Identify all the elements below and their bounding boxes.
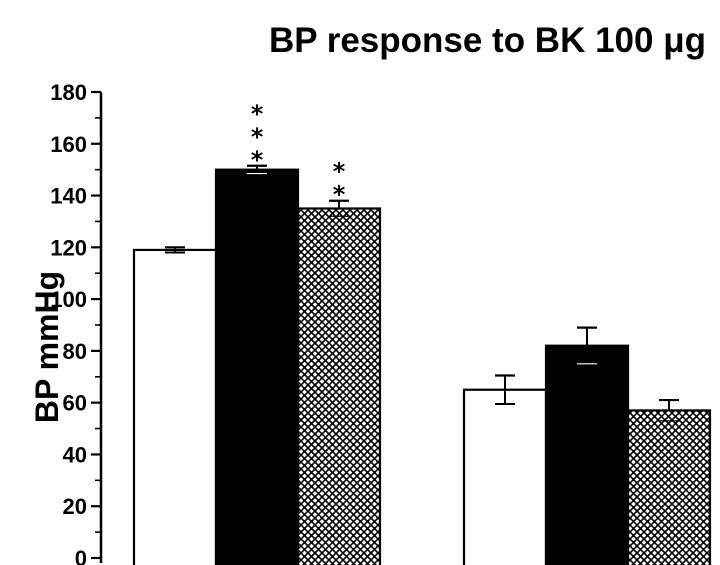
significance-star: * [251, 146, 264, 174]
y-tick-label: 180 [50, 80, 87, 105]
bar-series2-group2 [544, 344, 630, 565]
y-tick-label: 80 [63, 339, 87, 364]
bar-series3-group1 [296, 207, 382, 565]
y-axis-label: BP mmHg [29, 271, 65, 423]
y-tick-label: 160 [50, 132, 87, 157]
y-tick-label: 100 [50, 287, 87, 312]
y-tick-label: 0 [75, 546, 87, 565]
y-tick-label: 60 [63, 391, 87, 416]
y-tick-label: 120 [50, 235, 87, 260]
significance-star: * [333, 181, 346, 209]
y-axis-ticks: 0 20 40 60 80 100 120 140 160 180 [50, 80, 101, 565]
bar-series1-group1 [132, 248, 218, 565]
bars: *** ** [132, 100, 712, 565]
bar-series3-group2 [626, 409, 712, 565]
significance-star: * [251, 100, 264, 128]
significance-star: * [251, 123, 264, 151]
y-tick-label: 140 [50, 184, 87, 209]
y-tick-label: 40 [63, 442, 87, 467]
chart-title: BP response to BK 100 μg [269, 21, 706, 60]
significance-stars: *** [251, 100, 264, 174]
significance-star: * [333, 158, 346, 186]
bar-series1-group2 [462, 388, 548, 565]
significance-stars: ** [333, 158, 346, 209]
y-tick-label: 20 [63, 494, 87, 519]
bar-series2-group1 [214, 168, 300, 565]
